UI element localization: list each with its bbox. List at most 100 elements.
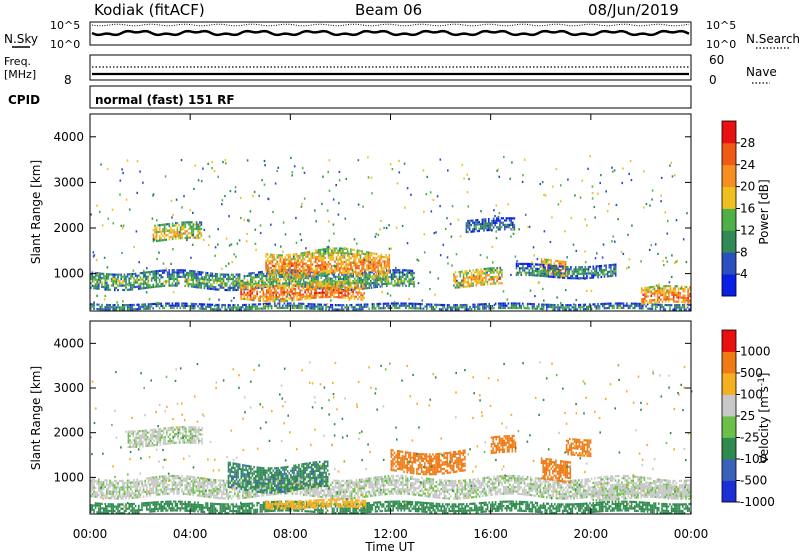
heatmap-cell: [214, 254, 216, 257]
heatmap-cell: [551, 216, 553, 219]
heatmap-cell: [237, 277, 239, 280]
heatmap-cell: [126, 275, 129, 278]
heatmap-cell: [320, 276, 322, 279]
heatmap-cell: [496, 280, 498, 283]
heatmap-cell: [181, 302, 183, 305]
heatmap-cell: [162, 239, 164, 242]
heatmap-cell: [155, 274, 158, 277]
heatmap-cell: [186, 236, 188, 240]
heatmap-cell: [553, 261, 556, 264]
heatmap-cell: [493, 278, 495, 281]
heatmap-cell: [335, 251, 338, 254]
heatmap-cell: [499, 228, 501, 231]
heatmap-cell: [526, 302, 529, 305]
heatmap-cell: [202, 510, 204, 513]
heatmap-cell: [411, 302, 414, 305]
heatmap-cell: [488, 269, 490, 272]
heatmap-cell: [310, 286, 313, 289]
heatmap-cell: [296, 298, 298, 301]
heatmap-cell: [117, 509, 119, 513]
heatmap-cell: [451, 264, 453, 267]
heatmap-cell: [672, 291, 675, 294]
heatmap-cell: [498, 302, 500, 305]
heatmap-cell: [110, 280, 113, 283]
heatmap-cell: [112, 277, 114, 281]
heatmap-cell: [570, 266, 572, 269]
heatmap-cell: [468, 228, 471, 231]
heatmap-cell: [321, 266, 323, 269]
heatmap-cell: [152, 285, 154, 289]
heatmap-cell: [578, 266, 580, 269]
heatmap-cell: [558, 269, 561, 272]
heatmap-cell: [198, 307, 201, 310]
heatmap-cell: [613, 272, 615, 275]
heatmap-cell: [192, 283, 194, 286]
heatmap-cell: [586, 289, 588, 292]
heatmap-cell: [466, 306, 468, 309]
heatmap-cell: [354, 306, 356, 309]
heatmap-cell: [286, 304, 289, 307]
heatmap-cell: [237, 308, 239, 311]
heatmap-cell: [473, 230, 476, 233]
heatmap-cell: [342, 278, 345, 281]
heatmap-cell: [268, 271, 271, 274]
heatmap-cell: [648, 301, 651, 304]
heatmap-cell: [402, 282, 404, 285]
heatmap-cell: [650, 286, 653, 289]
heatmap-cell: [470, 278, 473, 281]
heatmap-cell: [616, 302, 618, 305]
heatmap-cell: [101, 502, 103, 505]
heatmap-cell: [372, 276, 375, 279]
heatmap-cell: [248, 283, 250, 286]
heatmap-cell: [152, 229, 155, 232]
heatmap-cell: [264, 307, 266, 310]
heatmap-cell: [158, 503, 161, 506]
heatmap-cell: [146, 275, 148, 278]
heatmap-cell: [347, 282, 350, 285]
heatmap-cell: [390, 306, 393, 309]
heatmap-cell: [194, 307, 196, 310]
heatmap-cell: [158, 302, 161, 305]
heatmap-cell: [542, 268, 545, 271]
heatmap-cell: [171, 509, 174, 512]
heatmap-cell: [454, 304, 457, 307]
heatmap-cell: [131, 284, 134, 287]
heatmap-cell: [658, 292, 661, 295]
heatmap-cell: [378, 259, 381, 263]
heatmap-cell: [121, 251, 123, 255]
heatmap-cell: [324, 252, 327, 255]
heatmap-cell: [170, 507, 172, 510]
heatmap-cell: [192, 505, 194, 508]
heatmap-cell: [243, 282, 245, 285]
heatmap-cell: [558, 262, 560, 265]
heatmap-cell: [191, 243, 194, 246]
heatmap-cell: [176, 271, 178, 274]
heatmap-cell: [340, 251, 343, 255]
heatmap-cell: [315, 276, 318, 279]
heatmap-cell: [360, 305, 362, 309]
heatmap-cell: [321, 293, 324, 296]
heatmap-cell: [362, 274, 364, 277]
heatmap-cell: [332, 254, 335, 257]
heatmap-cell: [504, 226, 506, 229]
heatmap-cell: [302, 260, 304, 263]
heatmap-cell: [555, 306, 558, 309]
heatmap-cell: [419, 303, 422, 306]
heatmap-cell: [339, 308, 342, 311]
heatmap-cell: [328, 291, 330, 294]
heatmap-cell: [236, 278, 238, 281]
heatmap-cell: [560, 272, 563, 275]
heatmap-cell: [170, 227, 172, 230]
heatmap-cell: [524, 213, 527, 216]
heatmap-cell: [271, 256, 274, 259]
heatmap-cell: [534, 263, 537, 266]
heatmap-cell: [539, 270, 542, 273]
heatmap-cell: [133, 507, 135, 510]
heatmap-cell: [392, 273, 394, 276]
heatmap-cell: [329, 295, 332, 298]
heatmap-cell: [120, 306, 122, 309]
heatmap-cell: [624, 304, 626, 307]
heatmap-cell: [285, 299, 287, 303]
heatmap-cell: [309, 303, 311, 306]
heatmap-cell: [261, 273, 263, 276]
